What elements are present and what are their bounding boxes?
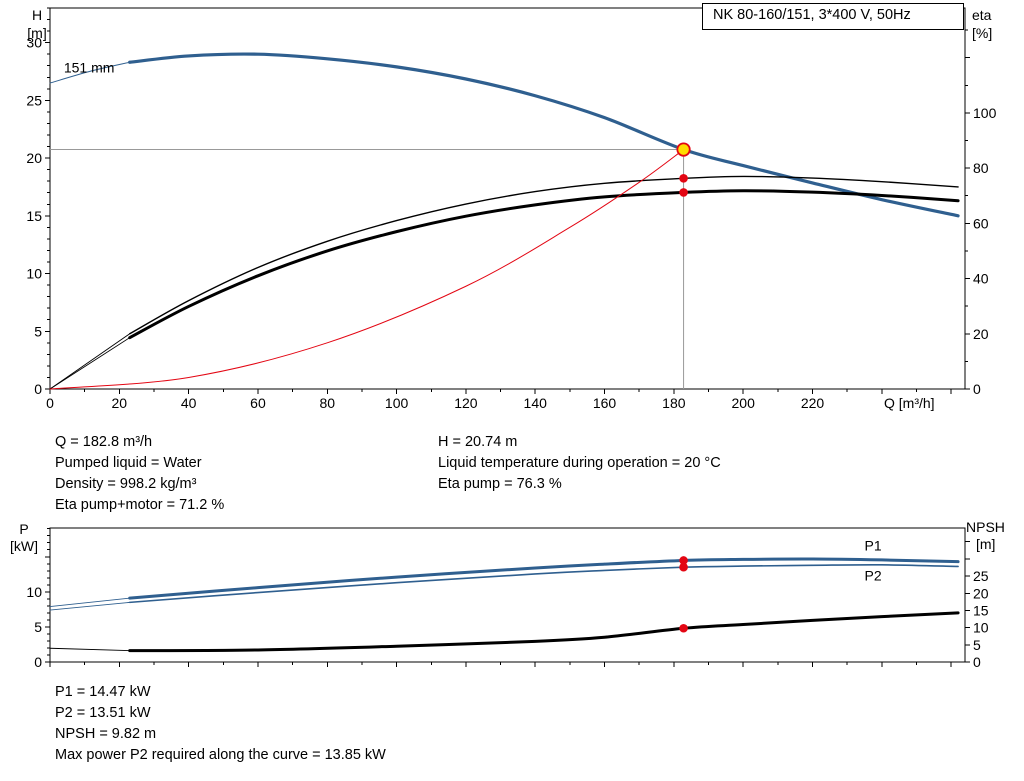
eta-pump-motor-extension <box>49 337 131 390</box>
duty-point-marker[interactable] <box>676 142 691 157</box>
tick-label: 0 <box>46 395 54 411</box>
p-axis-unit: [kW] <box>10 538 38 554</box>
head-curve-extension <box>49 61 131 84</box>
eta-axis-title: eta <box>972 7 992 23</box>
info-line-max-power: Max power P2 required along the curve = … <box>55 747 386 763</box>
tick-label: 25 <box>973 568 989 584</box>
tick-label: 100 <box>385 395 409 411</box>
tick-label: 0 <box>34 381 42 397</box>
power-npsh-info: P1 = 14.47 kW P2 = 13.51 kW NPSH = 9.82 … <box>55 682 386 766</box>
info-line-npsh: NPSH = 9.82 m <box>55 726 157 742</box>
tick-label: 60 <box>250 395 266 411</box>
p2-extension <box>49 601 131 611</box>
hq-plot-area[interactable]: 0 20 40 60 80 100 120 140 160 180 200 2200510152025… <box>26 7 997 411</box>
tick-label: 20 <box>973 326 989 342</box>
tick-label: 30 <box>26 35 42 51</box>
info-line-p1: P1 = 14.47 kW <box>55 684 151 700</box>
tick-label: 5 <box>973 637 981 653</box>
h-axis-unit: [m] <box>27 25 46 41</box>
q-axis-title: Q [m³/h] <box>884 395 935 411</box>
info-line-head: H = 20.74 m <box>438 434 518 450</box>
eta-pump-duty-dot <box>679 174 688 183</box>
tick-label: 25 <box>26 92 42 108</box>
tick-label: 140 <box>524 395 548 411</box>
tick-label: 10 <box>26 266 42 282</box>
p2-curve-label: P2 <box>864 568 881 584</box>
tick-label: 180 <box>662 395 686 411</box>
info-line-pumped-liquid: Pumped liquid = Water <box>55 455 202 471</box>
p1-curve <box>128 557 960 600</box>
duty-info-right: H = 20.74 m Liquid temperature during op… <box>438 432 721 495</box>
system-curve <box>49 149 685 390</box>
p1-duty-dot <box>679 556 688 565</box>
tick-label: 120 <box>454 395 478 411</box>
info-line-density: Density = 998.2 kg/m³ <box>55 476 197 492</box>
eta-pump-extension <box>49 333 131 390</box>
eta-axis-unit: [%] <box>972 25 992 41</box>
npsh-axis-unit: [m] <box>976 536 995 552</box>
info-line-eta-pump-motor: Eta pump+motor = 71.2 % <box>55 497 225 513</box>
hq-eta-chart[interactable]: H [m] eta [%] Q [m³/h] 0 20 40 60 80 100 120 14… <box>0 0 1024 420</box>
eta-pump-motor-curve <box>128 189 960 340</box>
p-axis-title: P <box>19 521 28 537</box>
tick-label: 80 <box>319 395 335 411</box>
p2-duty-dot <box>679 562 688 572</box>
tick-label: 100 <box>973 105 997 121</box>
npsh-duty-dot <box>679 623 688 633</box>
p2-curve <box>128 563 959 604</box>
eta-pump-curve <box>129 175 959 335</box>
pump-title-box: NK 80-160/151, 3*400 V, 50Hz <box>702 3 964 30</box>
info-line-liquid-temperature: Liquid temperature during operation = 20… <box>438 455 721 471</box>
h-axis-title: H <box>32 7 42 23</box>
npsh-axis-title: NPSH <box>966 519 1005 535</box>
tick-label: 20 <box>112 395 128 411</box>
info-line-p2: P2 = 13.51 kW <box>55 705 151 721</box>
tick-label: 10 <box>973 620 989 636</box>
info-line-eta-pump: Eta pump = 76.3 % <box>438 476 562 492</box>
info-line-flow: Q = 182.8 m³/h <box>55 434 153 450</box>
npsh-extension <box>49 647 131 652</box>
tick-label: 0 <box>973 654 981 670</box>
npsh-curve <box>128 611 960 653</box>
tick-label: 0 <box>34 654 42 670</box>
eta-pump-motor-duty-dot <box>679 188 688 197</box>
tick-label: 200 <box>732 395 756 411</box>
tick-label: 15 <box>26 208 42 224</box>
tick-label: 20 <box>26 150 42 166</box>
tick-label: 40 <box>181 395 197 411</box>
tick-label: 160 <box>593 395 617 411</box>
tick-label: 80 <box>973 160 989 176</box>
tick-label: 0 <box>973 381 981 397</box>
tick-label: 5 <box>34 323 42 339</box>
impeller-diameter-label: 151 mm <box>64 60 115 76</box>
tick-label: 15 <box>973 602 989 618</box>
p1-extension <box>49 597 131 608</box>
duty-info-left: Q = 182.8 m³/h Pumped liquid = Water Den… <box>55 432 224 516</box>
tick-label: 220 <box>801 395 825 411</box>
tick-label: 40 <box>973 271 989 287</box>
plot-frame <box>49 7 966 390</box>
head-curve-151mm <box>128 52 960 218</box>
tick-label: 60 <box>973 215 989 231</box>
tick-label: 5 <box>34 619 42 635</box>
tick-label: 10 <box>26 584 42 600</box>
tick-label: 20 <box>973 585 989 601</box>
plot-frame <box>49 527 966 663</box>
p1-curve-label: P1 <box>864 537 881 553</box>
